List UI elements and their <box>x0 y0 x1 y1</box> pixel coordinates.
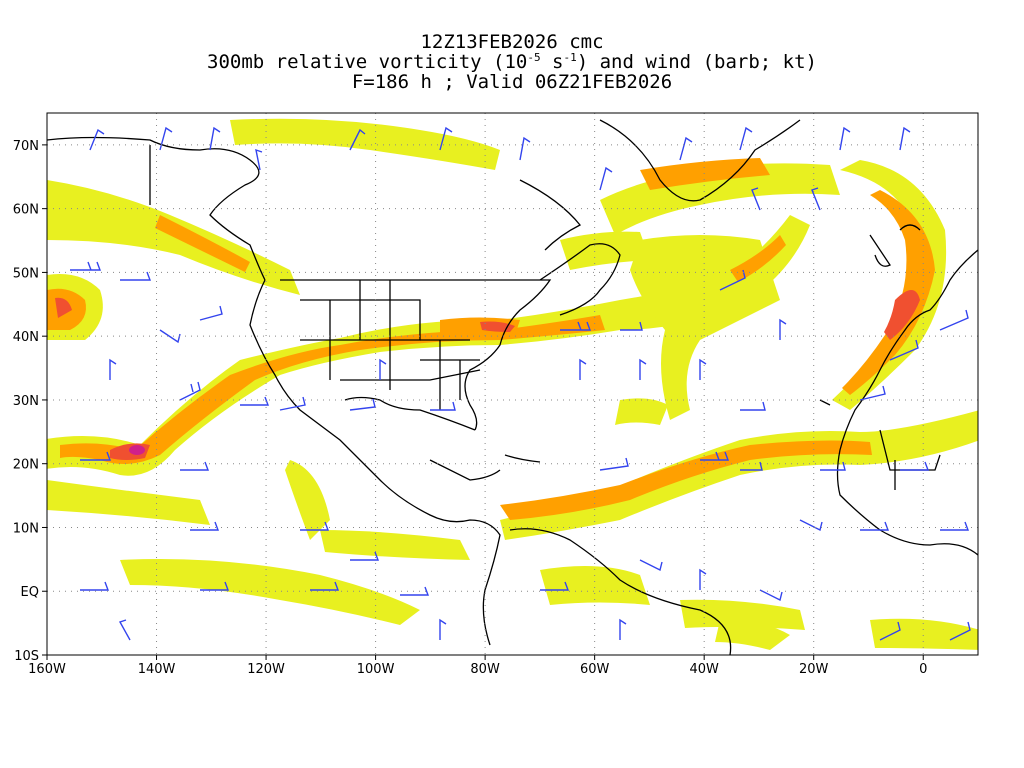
lat-tick-label: 20N <box>13 458 39 473</box>
lon-tick-label: 160W <box>28 662 66 677</box>
longitude-axis: 160W 140W 120W 100W 80W 60W 40W 20W 0 <box>28 655 927 677</box>
title-line-3: F=186 h ; Valid 06Z21FEB2026 <box>351 71 673 93</box>
figure-title: 12Z13FEB2026 cmc 300mb relative vorticit… <box>0 32 1024 92</box>
lat-tick-label: 70N <box>13 139 39 154</box>
latitude-axis: 70N 60N 50N 40N 30N 20N 10N EQ 10S <box>13 139 47 664</box>
title-exponent-1: -5 <box>527 51 541 64</box>
title-line-2: 300mb relative vorticity (10-5 s-1) and … <box>0 52 1024 72</box>
lon-tick-label: 100W <box>357 662 395 677</box>
lon-tick-label: 120W <box>247 662 285 677</box>
lat-tick-label: 10N <box>13 521 39 536</box>
wind-barbs <box>70 126 971 641</box>
lon-tick-label: 80W <box>470 662 500 677</box>
plot-frame <box>46 112 979 656</box>
lon-tick-label: 60W <box>580 662 610 677</box>
lat-tick-label: 60N <box>13 203 39 218</box>
title-line-2-prefix: 300mb relative vorticity (10 <box>207 51 528 73</box>
lat-tick-label: 10S <box>14 649 39 664</box>
title-line-1: 12Z13FEB2026 cmc <box>420 31 604 53</box>
lat-tick-label: 50N <box>13 266 39 281</box>
lat-tick-label: 30N <box>13 394 39 409</box>
vorticity-shade-level-7 <box>129 445 145 455</box>
vorticity-shading <box>47 118 978 650</box>
title-exponent-2: -1 <box>563 51 577 64</box>
lat-tick-label: 40N <box>13 330 39 345</box>
title-line-2-mid: s <box>540 51 564 73</box>
coastlines <box>47 119 978 655</box>
title-line-2-suffix: ) and wind (barb; kt) <box>576 51 817 73</box>
lon-tick-label: 40W <box>689 662 719 677</box>
lon-tick-label: 0 <box>919 662 927 677</box>
lon-tick-label: 20W <box>799 662 829 677</box>
lat-tick-label: EQ <box>21 585 39 600</box>
lon-tick-label: 140W <box>138 662 176 677</box>
